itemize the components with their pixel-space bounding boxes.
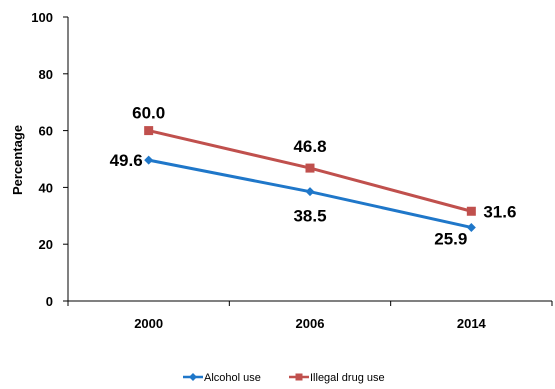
series-group <box>144 126 476 232</box>
data-point-marker <box>305 187 315 197</box>
y-tick-label: 40 <box>39 180 53 195</box>
legend-label: Alcohol use <box>204 372 261 384</box>
y-tick-label: 60 <box>39 124 53 139</box>
data-label: 31.6 <box>483 202 516 221</box>
x-tick-label: 2000 <box>134 316 163 331</box>
x-tick-label: 2006 <box>296 316 325 331</box>
y-tick-label: 0 <box>46 294 53 309</box>
data-label: 38.5 <box>293 207 326 226</box>
y-tick-labels: 0 20 40 60 80 100 <box>31 10 53 309</box>
data-label: 49.6 <box>110 151 143 170</box>
data-point-marker <box>466 222 476 232</box>
y-axis-label: Percentage <box>10 125 25 195</box>
data-point-marker <box>305 163 315 173</box>
data-point-marker <box>466 206 476 216</box>
y-tick-label: 20 <box>39 237 53 252</box>
data-point-marker <box>144 126 154 136</box>
legend-swatch-marker <box>189 373 197 381</box>
data-point-marker <box>144 155 154 165</box>
x-tick-labels: 2000 2006 2014 <box>134 316 486 331</box>
data-labels: 49.6 38.5 25.9 60.0 46.8 31.6 <box>110 104 517 249</box>
axes <box>63 16 553 306</box>
legend-label: Illegal drug use <box>310 372 385 384</box>
data-label: 46.8 <box>293 137 326 156</box>
x-tick-label: 2014 <box>457 316 487 331</box>
legend: Alcohol use Illegal drug use <box>183 372 385 384</box>
legend-swatch-marker <box>295 373 303 381</box>
y-tick-label: 100 <box>31 10 53 25</box>
data-label: 60.0 <box>132 104 165 123</box>
data-label: 25.9 <box>434 229 467 248</box>
y-tick-label: 80 <box>39 67 53 82</box>
